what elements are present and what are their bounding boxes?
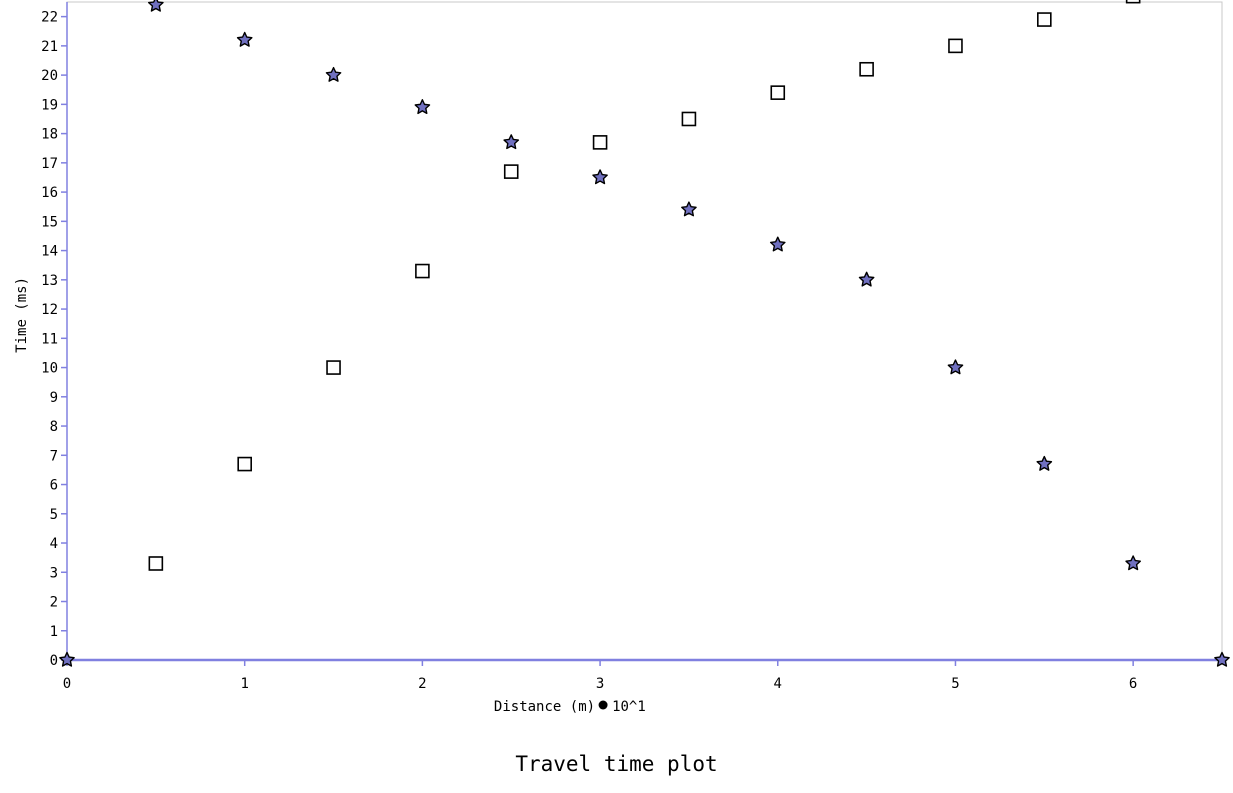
plot-caption: Travel time plot (515, 752, 718, 776)
y-tick-label: 15 (41, 214, 58, 230)
square-point (1037, 12, 1052, 27)
square-point (326, 360, 341, 375)
y-tick-label: 22 (41, 10, 58, 26)
square-point (503, 164, 519, 179)
star-point (503, 134, 520, 150)
x-tick-label: 6 (1129, 676, 1137, 692)
y-tick-label: 5 (50, 507, 58, 523)
square-point (681, 111, 697, 127)
x-tick-label: 0 (63, 676, 71, 692)
x-tick-label: 1 (240, 676, 248, 692)
star-point (858, 271, 875, 287)
star-point (414, 99, 431, 115)
multiplier-dot (598, 700, 608, 710)
star-point (325, 66, 342, 82)
star-point (1214, 651, 1230, 667)
y-tick-label: 2 (50, 595, 58, 611)
star-point (681, 201, 697, 217)
star-point (236, 31, 253, 47)
square-point (770, 85, 786, 100)
y-tick-label: 8 (50, 419, 58, 435)
x-tick-label: 5 (951, 676, 959, 692)
x-tick-label: 3 (596, 676, 604, 692)
y-tick-label: 0 (50, 653, 58, 669)
y-tick-label: 11 (41, 331, 58, 347)
y-tick-label: 21 (41, 39, 58, 55)
y-tick-label: 4 (50, 536, 58, 552)
square-point (415, 263, 430, 279)
x-tick-label: 2 (418, 676, 426, 692)
y-tick-label: 17 (41, 156, 58, 172)
star-point (59, 651, 75, 667)
y-axis-label: Time (ms) (14, 277, 30, 353)
y-tick-label: 12 (41, 302, 58, 318)
y-tick-label: 19 (41, 97, 58, 113)
y-tick-label: 7 (50, 448, 58, 464)
square-point (592, 135, 608, 150)
star-point (148, 0, 164, 12)
y-tick-label: 18 (41, 127, 58, 143)
square-point (948, 38, 963, 54)
y-tick-label: 13 (41, 273, 58, 289)
square-point (237, 456, 252, 472)
x-tick-label: 4 (774, 676, 782, 692)
y-tick-label: 6 (50, 478, 58, 494)
star-point (769, 236, 786, 252)
y-tick-label: 20 (41, 68, 58, 84)
star-point (947, 359, 964, 375)
star-point (1036, 455, 1053, 471)
square-point (859, 61, 874, 77)
star-point (1125, 555, 1141, 571)
y-tick-label: 1 (50, 624, 58, 640)
star-point (592, 169, 608, 185)
y-tick-label: 10 (41, 361, 58, 377)
y-tick-label: 14 (41, 244, 58, 260)
y-tick-label: 3 (50, 565, 58, 581)
square-point (1125, 0, 1141, 4)
square-point (148, 556, 164, 571)
plot-frame (66, 1, 1223, 661)
x-axis-label: Distance (m) (494, 699, 595, 715)
y-tick-label: 16 (41, 185, 58, 201)
y-tick-label: 9 (50, 390, 58, 406)
x-axis-multiplier: 10^1 (612, 699, 646, 715)
